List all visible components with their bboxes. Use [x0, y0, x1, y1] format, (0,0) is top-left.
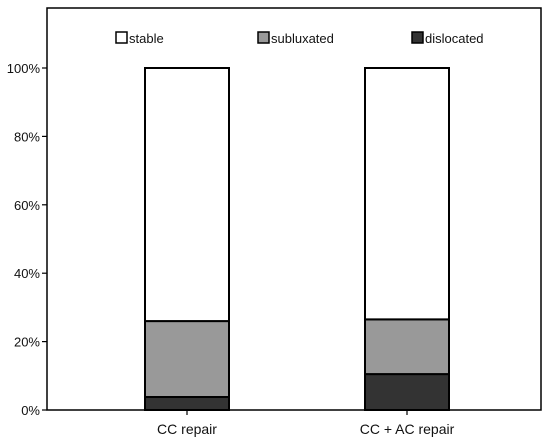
x-axis: CC repair CC + AC repair [157, 410, 455, 437]
y-tick-label: 60% [14, 198, 40, 213]
legend-label-dislocated: dislocated [425, 31, 484, 46]
y-tick-label: 80% [14, 129, 40, 144]
legend: stable subluxated dislocated [115, 31, 484, 46]
y-tick-label: 100% [7, 61, 41, 76]
plot-frame [46, 7, 542, 411]
legend-swatch-stable [115, 31, 128, 44]
y-tick-label: 20% [14, 335, 40, 350]
bar-segment-dislocated [144, 396, 230, 411]
y-tick-label: 0% [21, 403, 40, 418]
legend-swatch-subluxated [257, 31, 270, 44]
y-axis: 0% 20% 40% 60% 80% 100% [7, 61, 47, 418]
bar-segment-dislocated [364, 373, 450, 411]
y-tick-label: 40% [14, 266, 40, 281]
legend-label-stable: stable [129, 31, 164, 46]
bar-segment-stable [364, 67, 450, 321]
legend-swatch-dislocated [411, 31, 424, 44]
x-category-label: CC + AC repair [360, 421, 455, 437]
bars [144, 67, 450, 411]
x-category-label: CC repair [157, 421, 217, 437]
bar-segment-stable [144, 67, 230, 323]
legend-label-subluxated: subluxated [271, 31, 334, 46]
bar-segment-subluxated [144, 320, 230, 399]
bar-segment-subluxated [364, 318, 450, 376]
